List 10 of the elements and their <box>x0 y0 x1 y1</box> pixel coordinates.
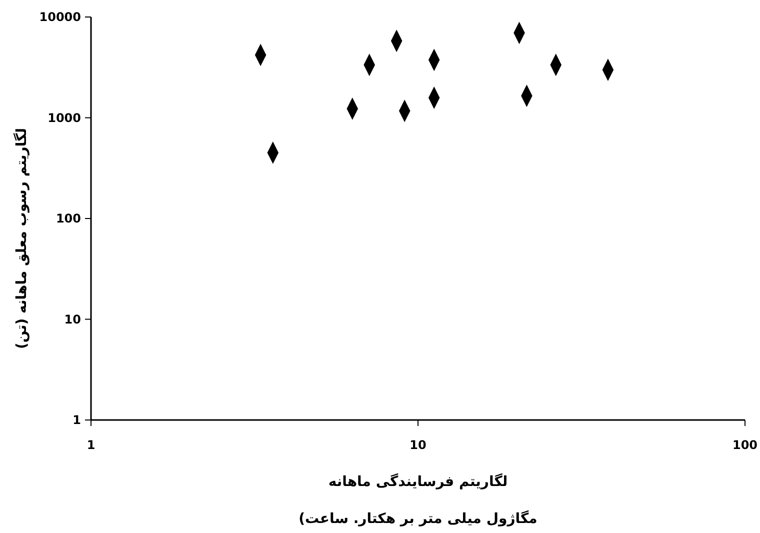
y-tick-label: 10 <box>64 312 81 326</box>
text: لگاریتم فرسایندگی ماهانه مگاژول میلی متر بر هکتار. ساعت) <box>298 474 538 527</box>
x-tick-label: 1 <box>86 438 96 452</box>
x-tick-label: 100 <box>732 438 758 452</box>
y-tick-label: 1 <box>72 413 81 428</box>
y-axis-title: لگاریتم رسوب معلق ماهانه (تن) <box>13 128 30 350</box>
x-tick-label: 10 <box>410 438 426 452</box>
y-tick-label: 100 <box>56 212 81 226</box>
y-tick-label: 10000 <box>39 10 81 24</box>
y-tick-label: 1000 <box>48 110 81 125</box>
